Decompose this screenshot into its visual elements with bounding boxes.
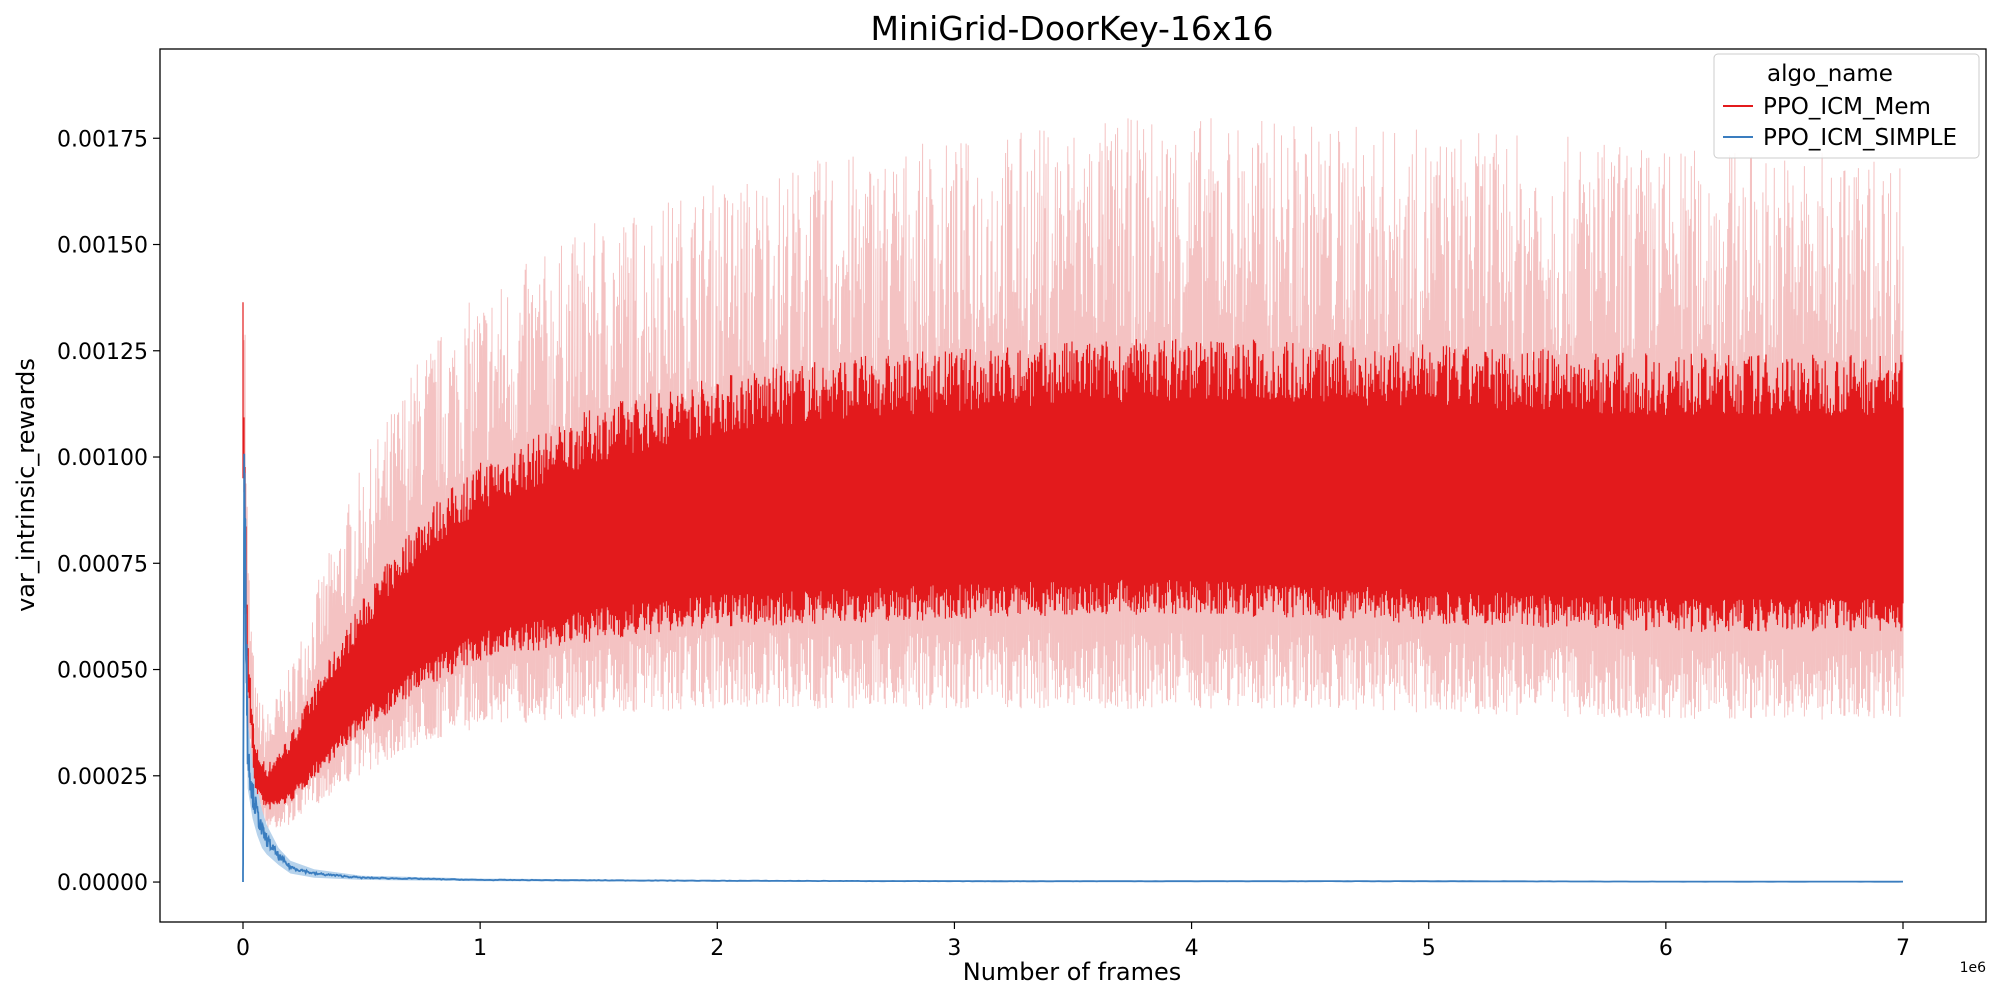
x-axis-offset-label: 1e6 [1960,960,1987,976]
series-lines [242,302,1904,883]
line-ppo-icm-mem [242,302,1904,810]
legend-label-ppo-icm-simple: PPO_ICM_SIMPLE [1763,125,1957,151]
y-tick-label: 0.00000 [57,871,148,896]
y-tick-label: 0.00025 [57,765,148,790]
x-tick-label: 4 [1185,936,1199,961]
y-tick-label: 0.00075 [57,552,148,577]
legend-label-ppo-icm-mem: PPO_ICM_Mem [1763,94,1931,120]
plot-area-frame [159,48,1987,923]
x-tick-label: 5 [1422,936,1436,961]
x-axis-title: Number of frames [963,958,1181,986]
x-tick-label: 0 [236,936,250,961]
y-tick-label: 0.00175 [57,127,148,152]
x-tick-label: 6 [1659,936,1673,961]
legend: algo_name PPO_ICM_Mem PPO_ICM_SIMPLE [1713,53,1980,159]
x-tick-label: 2 [710,936,724,961]
y-axis: 0.00000 0.00025 0.00050 0.00075 0.00100 0.001… [57,127,160,896]
x-tick-label: 1 [473,936,487,961]
legend-title: algo_name [1767,61,1893,87]
x-tick-label: 3 [947,936,961,961]
y-tick-label: 0.00150 [57,234,148,259]
x-axis: 0 1 2 3 4 5 6 7 [236,922,1910,961]
y-axis-title: var_intrinsic_rewards [12,358,40,612]
line-ppo-icm-simple [242,453,1904,883]
legend-box [1713,53,1980,159]
y-tick-label: 0.00125 [57,340,148,365]
y-tick-label: 0.00100 [57,446,148,471]
chart-title: MiniGrid-DoorKey-16x16 [871,9,1274,48]
x-tick-label: 7 [1896,936,1910,961]
y-tick-label: 0.00050 [57,659,148,684]
